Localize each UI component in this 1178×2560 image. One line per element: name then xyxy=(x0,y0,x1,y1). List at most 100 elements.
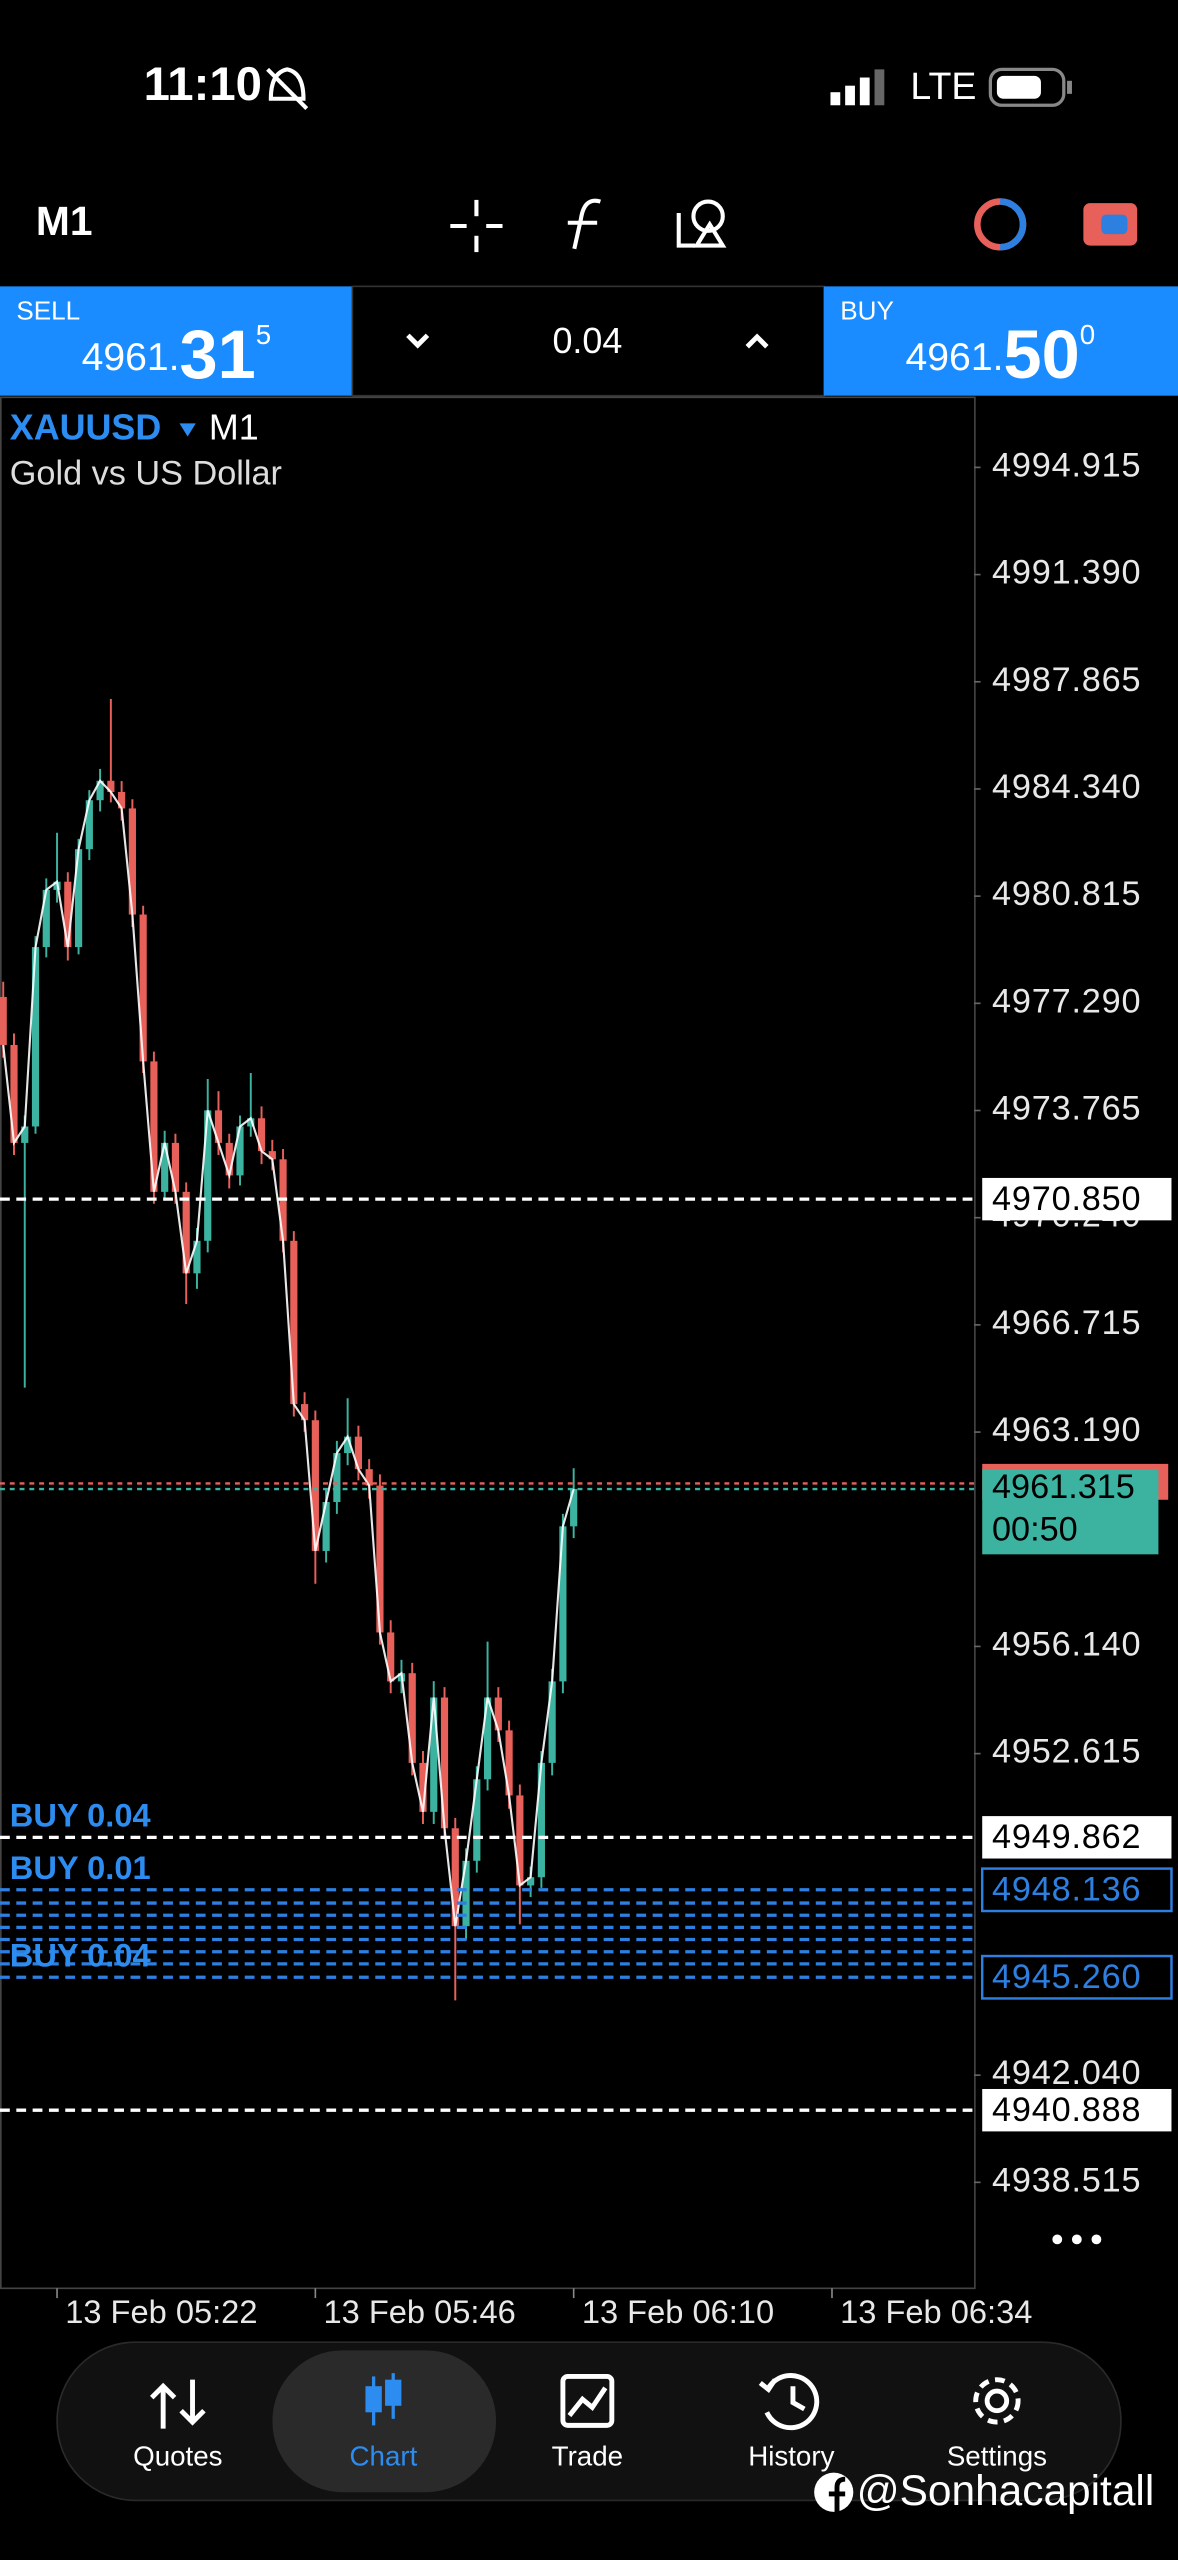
candle-body xyxy=(440,1697,449,1829)
toolbar-timeframe[interactable]: M1 xyxy=(36,198,93,244)
candle-body xyxy=(236,1126,244,1176)
order-name[interactable]: BUY 0.04 xyxy=(10,1796,151,1833)
nav-label[interactable]: Chart xyxy=(350,2440,418,2471)
nav-label[interactable]: Trade xyxy=(552,2440,623,2471)
candle-body xyxy=(74,849,83,948)
buy-price-point: 0 xyxy=(1080,319,1095,350)
candle-body xyxy=(376,1485,384,1633)
y-tick-label: 4987.865 xyxy=(992,661,1141,699)
sell-label: SELL xyxy=(16,295,80,325)
candle-body xyxy=(21,1126,29,1143)
x-tick-label: 13 Feb 06:10 xyxy=(582,2293,774,2330)
candle-body xyxy=(204,1110,212,1241)
history-icon[interactable] xyxy=(758,2373,820,2431)
buy-button[interactable] xyxy=(823,286,1178,396)
chart-frame xyxy=(0,396,976,2290)
candle-body xyxy=(64,881,72,948)
nav-label[interactable]: History xyxy=(748,2440,834,2471)
candle-body xyxy=(85,800,93,850)
y-tick-label: 4973.765 xyxy=(992,1090,1141,1128)
volume-value[interactable]: 0.04 xyxy=(552,321,622,361)
candle-body xyxy=(268,1151,276,1160)
candle-body xyxy=(257,1118,266,1152)
candle-body xyxy=(161,1142,169,1192)
quotes-icon[interactable] xyxy=(150,2379,206,2429)
candle-body xyxy=(247,1118,255,1127)
y-tick-label: 4956.140 xyxy=(992,1625,1141,1663)
nav-active-bg xyxy=(272,2350,496,2493)
x-tick-label: 13 Feb 06:34 xyxy=(840,2293,1032,2330)
candle-body xyxy=(483,1697,492,1780)
order-name[interactable]: BUY 0.01 xyxy=(10,1849,151,1886)
price-label: 4945.260 xyxy=(992,1958,1141,1996)
signal-icon xyxy=(830,69,885,106)
nav-label[interactable]: Settings xyxy=(947,2440,1047,2471)
candle-body xyxy=(225,1142,233,1176)
candle-body xyxy=(322,1501,330,1551)
candle-body xyxy=(118,791,126,809)
objects-icon[interactable] xyxy=(676,199,727,248)
candle-body xyxy=(128,808,136,915)
price-label-box xyxy=(982,1816,1172,1859)
candle-body xyxy=(214,1110,223,1143)
candle-body xyxy=(365,1469,373,1486)
nav-labels: Quotes Chart Trade History Settings xyxy=(133,2440,1047,2471)
candle-body xyxy=(354,1436,362,1470)
candle-body xyxy=(0,996,7,1045)
candle-body xyxy=(473,1779,481,1861)
volume-box xyxy=(351,285,825,397)
symbol-dropdown[interactable] xyxy=(179,423,196,437)
status-time: 11:10 xyxy=(144,58,262,111)
candle-body xyxy=(96,780,104,801)
y-tick-label: 4977.290 xyxy=(992,982,1141,1020)
y-tick-label: 4991.390 xyxy=(992,554,1141,592)
y-tick-label: 4966.715 xyxy=(992,1304,1141,1342)
trade-icon[interactable] xyxy=(1083,203,1138,246)
plot xyxy=(0,466,981,2299)
indicator-icon[interactable] xyxy=(567,198,602,250)
candle-body xyxy=(139,914,147,1062)
buy-label: BUY xyxy=(840,295,894,325)
price-label: 4949.862 xyxy=(992,1818,1141,1856)
y-tick-label: 4952.615 xyxy=(992,1733,1141,1771)
watermark-logo xyxy=(814,2472,854,2514)
y-tick-label: 4984.340 xyxy=(992,768,1141,806)
buy-price-base: 4961. xyxy=(906,336,1004,379)
volume-up[interactable] xyxy=(745,333,769,349)
chart-icon[interactable] xyxy=(365,2373,402,2426)
y-tick-label: 4942.040 xyxy=(992,2054,1141,2092)
candle-body xyxy=(387,1632,395,1682)
buy-price-pips: 50 xyxy=(1003,316,1079,393)
chart-symbol[interactable]: XAUUSD xyxy=(10,407,162,447)
more-icon[interactable] xyxy=(1052,2234,1102,2245)
y-tick-label: 4938.515 xyxy=(992,2161,1141,2199)
candle-body xyxy=(430,1697,438,1812)
settings-icon[interactable] xyxy=(973,2377,1021,2425)
sell-button[interactable] xyxy=(0,286,353,396)
status-network: LTE xyxy=(910,65,976,107)
candle-body xyxy=(537,1762,545,1878)
candle-body xyxy=(494,1697,502,1731)
y-tick-label: 4994.915 xyxy=(992,446,1141,484)
y-tick-label: 4980.815 xyxy=(992,875,1141,913)
candle-body xyxy=(42,889,50,948)
crosshair-icon[interactable] xyxy=(450,199,503,253)
nav-label[interactable]: Quotes xyxy=(133,2440,222,2471)
volume-down[interactable] xyxy=(406,333,430,349)
sell-price-point: 5 xyxy=(256,319,271,350)
order-name[interactable]: BUY 0.04 xyxy=(10,1936,151,1973)
candle-body xyxy=(107,780,115,792)
sell-price-pips: 31 xyxy=(180,316,256,393)
account-icon[interactable] xyxy=(974,198,1027,251)
candle-body xyxy=(408,1673,416,1763)
candle-body xyxy=(548,1681,556,1763)
y-tick-label: 4963.190 xyxy=(992,1411,1141,1449)
mute-icon xyxy=(266,67,309,110)
candle-body xyxy=(527,1877,535,1886)
candle-body xyxy=(10,1044,18,1143)
watermark: @Sonhacapitall xyxy=(857,2467,1155,2514)
trade-nav-icon[interactable] xyxy=(560,2373,615,2428)
price-label: 4940.888 xyxy=(992,2091,1141,2129)
candle-body xyxy=(505,1730,513,1796)
